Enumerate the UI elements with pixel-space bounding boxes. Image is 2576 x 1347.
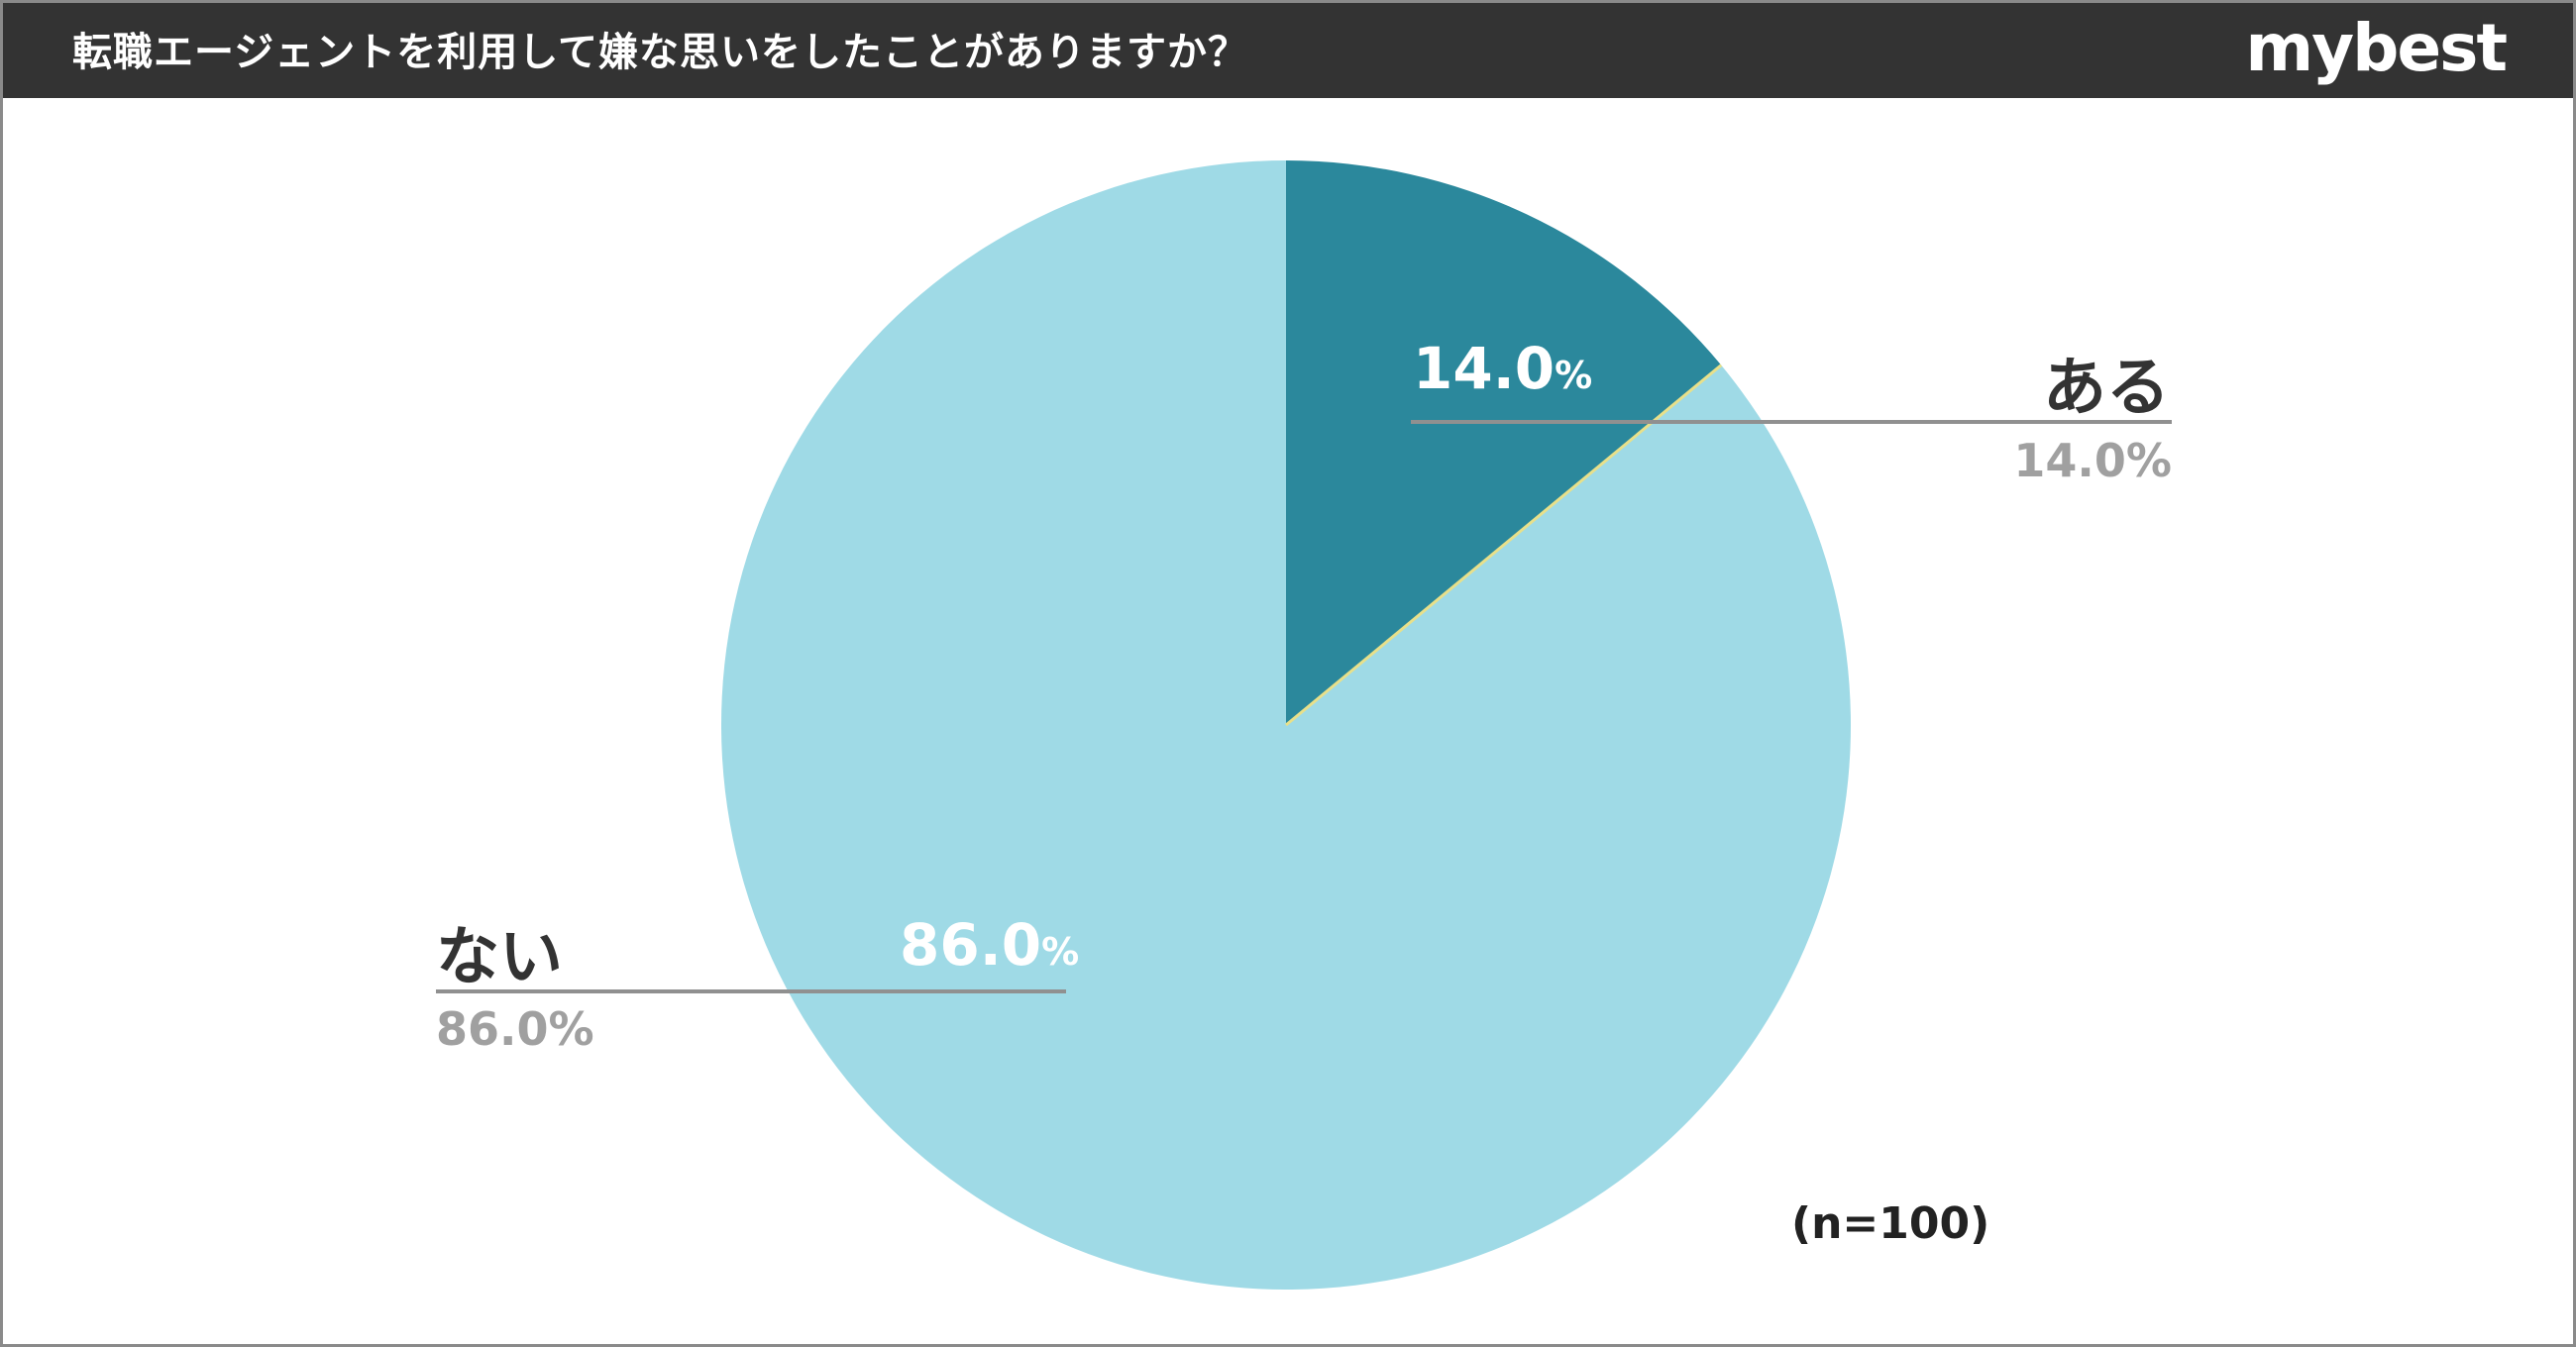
slice-value-aru: 14.0% [1413,335,1592,402]
slice-value-aru-unit: % [1555,354,1593,397]
chart-title: 転職エージェントを利用して嫌な思いをしたことがありますか？ [72,30,1248,75]
slice-separator-line [1285,363,1723,727]
legend-label-aru: ある [2043,352,2170,425]
legend-label-nai: ない [436,921,563,994]
brand-logo: mybest [2245,10,2508,86]
slice-value-nai-unit: % [1041,930,1080,974]
slice-value-nai-number: 86.0 [900,911,1042,979]
slice-value-aru-number: 14.0 [1413,335,1556,402]
pie-slice-aru [1286,160,1722,725]
sample-size-note: (n=100) [1791,1198,1990,1249]
pie-slice-nai [720,160,1851,1291]
legend-value-aru: 14.0% [2013,434,2172,487]
slice-value-nai: 86.0% [900,911,1079,979]
header-bar: 転職エージェントを利用して嫌な思いをしたことがありますか？ mybest [3,3,2573,98]
legend-value-nai: 86.0% [436,1002,594,1056]
